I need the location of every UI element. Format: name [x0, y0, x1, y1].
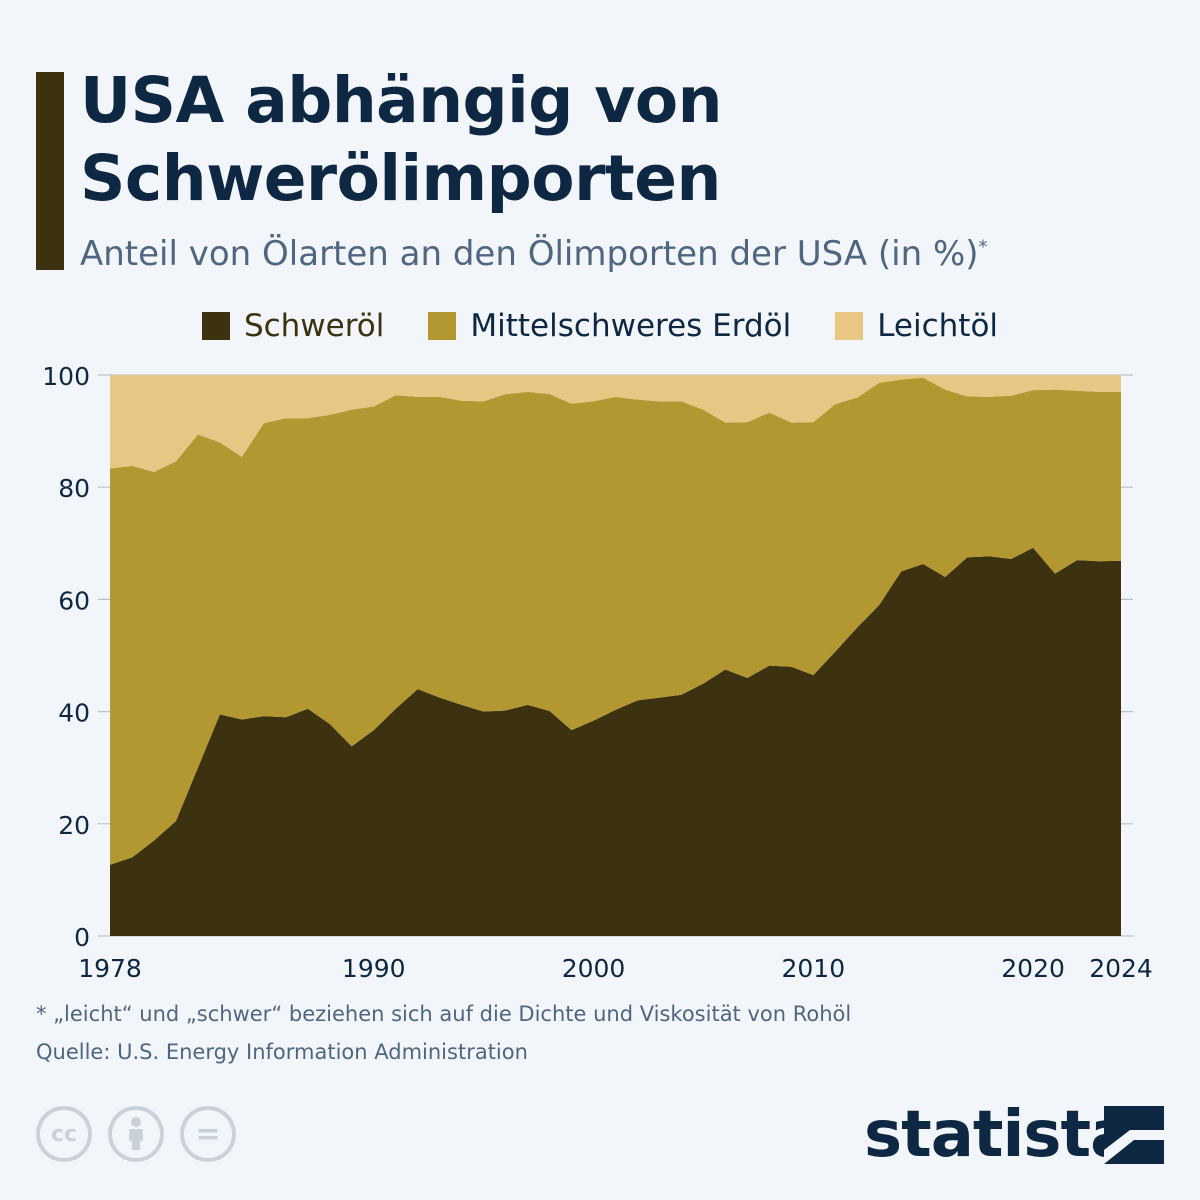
legend-item-leichtoel: Leichtöl — [835, 308, 998, 344]
no-derivatives-icon[interactable]: = — [180, 1106, 236, 1162]
area-series-2 — [110, 375, 1121, 473]
cc-icon[interactable]: cc — [36, 1106, 92, 1162]
y-tick-label: 20 — [58, 811, 90, 840]
legend-label: Schweröl — [243, 308, 385, 344]
y-tick-label: 100 — [42, 362, 90, 391]
title-accent-bar — [36, 72, 64, 270]
subtitle-text: Anteil von Ölarten an den Ölimporten der… — [80, 234, 979, 274]
area-chart: 0 20 40 60 80 100 1978 1990 2000 2010 2020 2024 — [42, 362, 1153, 983]
subtitle-footnote-mark: * — [978, 236, 988, 258]
x-tick-label: 2024 — [1089, 954, 1153, 983]
statista-logo[interactable]: statista — [864, 1098, 1133, 1172]
y-tick-label: 0 — [74, 923, 90, 952]
title-line-2: Schwerölimporten — [80, 142, 721, 215]
chart-title: USA abhängig von Schwerölimporten — [80, 62, 722, 218]
x-tick-label: 2000 — [562, 954, 626, 983]
area-series-1 — [110, 377, 1121, 865]
legend-item-mittelschwer: Mittelschweres Erdöl — [428, 308, 791, 344]
x-tick-label: 1978 — [78, 954, 142, 983]
legend-swatch — [835, 312, 864, 340]
chart-subtitle: Anteil von Ölarten an den Ölimporten der… — [80, 234, 988, 274]
person-icon — [129, 1117, 143, 1150]
x-tick-label: 1990 — [342, 954, 406, 983]
legend-item-schweroel: Schweröl — [201, 308, 385, 344]
title-line-1: USA abhängig von — [80, 64, 722, 137]
x-tick-label: 2010 — [781, 954, 845, 983]
legend-label: Mittelschweres Erdöl — [470, 308, 792, 344]
area-series-0 — [110, 547, 1121, 936]
footnote: * „leicht“ und „schwer“ beziehen sich au… — [36, 1002, 852, 1026]
y-tick-label: 80 — [58, 474, 90, 503]
source: Quelle: U.S. Energy Information Administ… — [36, 1040, 528, 1064]
statista-logo-mark-icon — [1104, 1106, 1164, 1164]
legend: Schweröl Mittelschweres Erdöl Leichtöl — [0, 308, 1200, 344]
y-tick-label: 40 — [58, 699, 90, 728]
attribution-icon[interactable] — [108, 1106, 164, 1162]
x-tick-label: 2020 — [1001, 954, 1065, 983]
y-tick-label: 60 — [58, 586, 90, 615]
brand-name: statista — [864, 1098, 1133, 1172]
legend-swatch — [428, 312, 457, 340]
legend-swatch — [201, 312, 230, 340]
legend-label: Leichtöl — [877, 308, 999, 344]
